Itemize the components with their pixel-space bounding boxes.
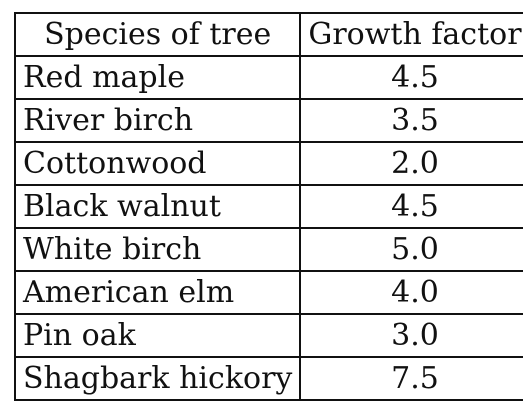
species-cell: American elm	[13, 270, 302, 315]
growth-factor-cell: 7.5	[299, 356, 523, 401]
table-row: Pin oak 3.0	[13, 313, 523, 358]
growth-factor-cell: 4.0	[299, 270, 523, 315]
growth-factor-cell: 5.0	[299, 227, 523, 272]
species-cell: River birch	[13, 98, 302, 143]
table-row: Black walnut 4.5	[13, 184, 523, 229]
species-cell: White birch	[13, 227, 302, 272]
header-row: Species of tree Growth factor	[13, 12, 523, 57]
species-cell: Cottonwood	[13, 141, 302, 186]
species-cell: Shagbark hickory	[13, 356, 302, 401]
growth-factor-cell: 3.0	[299, 313, 523, 358]
growth-factor-cell: 2.0	[299, 141, 523, 186]
table-body: Red maple 4.5 River birch 3.5 Cottonwood…	[13, 55, 523, 401]
species-cell: Red maple	[13, 55, 302, 100]
table-header: Species of tree Growth factor	[13, 12, 523, 57]
species-column-header: Species of tree	[13, 12, 302, 57]
table-row: River birch 3.5	[13, 98, 523, 143]
growth-factor-cell: 3.5	[299, 98, 523, 143]
growth-factor-column-header: Growth factor	[299, 12, 523, 57]
table-row: Cottonwood 2.0	[13, 141, 523, 186]
species-cell: Black walnut	[13, 184, 302, 229]
growth-factor-cell: 4.5	[299, 184, 523, 229]
table-row: White birch 5.0	[13, 227, 523, 272]
growth-factor-table: Species of tree Growth factor Red maple …	[13, 12, 523, 401]
table-row: American elm 4.0	[13, 270, 523, 315]
species-cell: Pin oak	[13, 313, 302, 358]
table-row: Shagbark hickory 7.5	[13, 356, 523, 401]
growth-factor-cell: 4.5	[299, 55, 523, 100]
table-row: Red maple 4.5	[13, 55, 523, 100]
